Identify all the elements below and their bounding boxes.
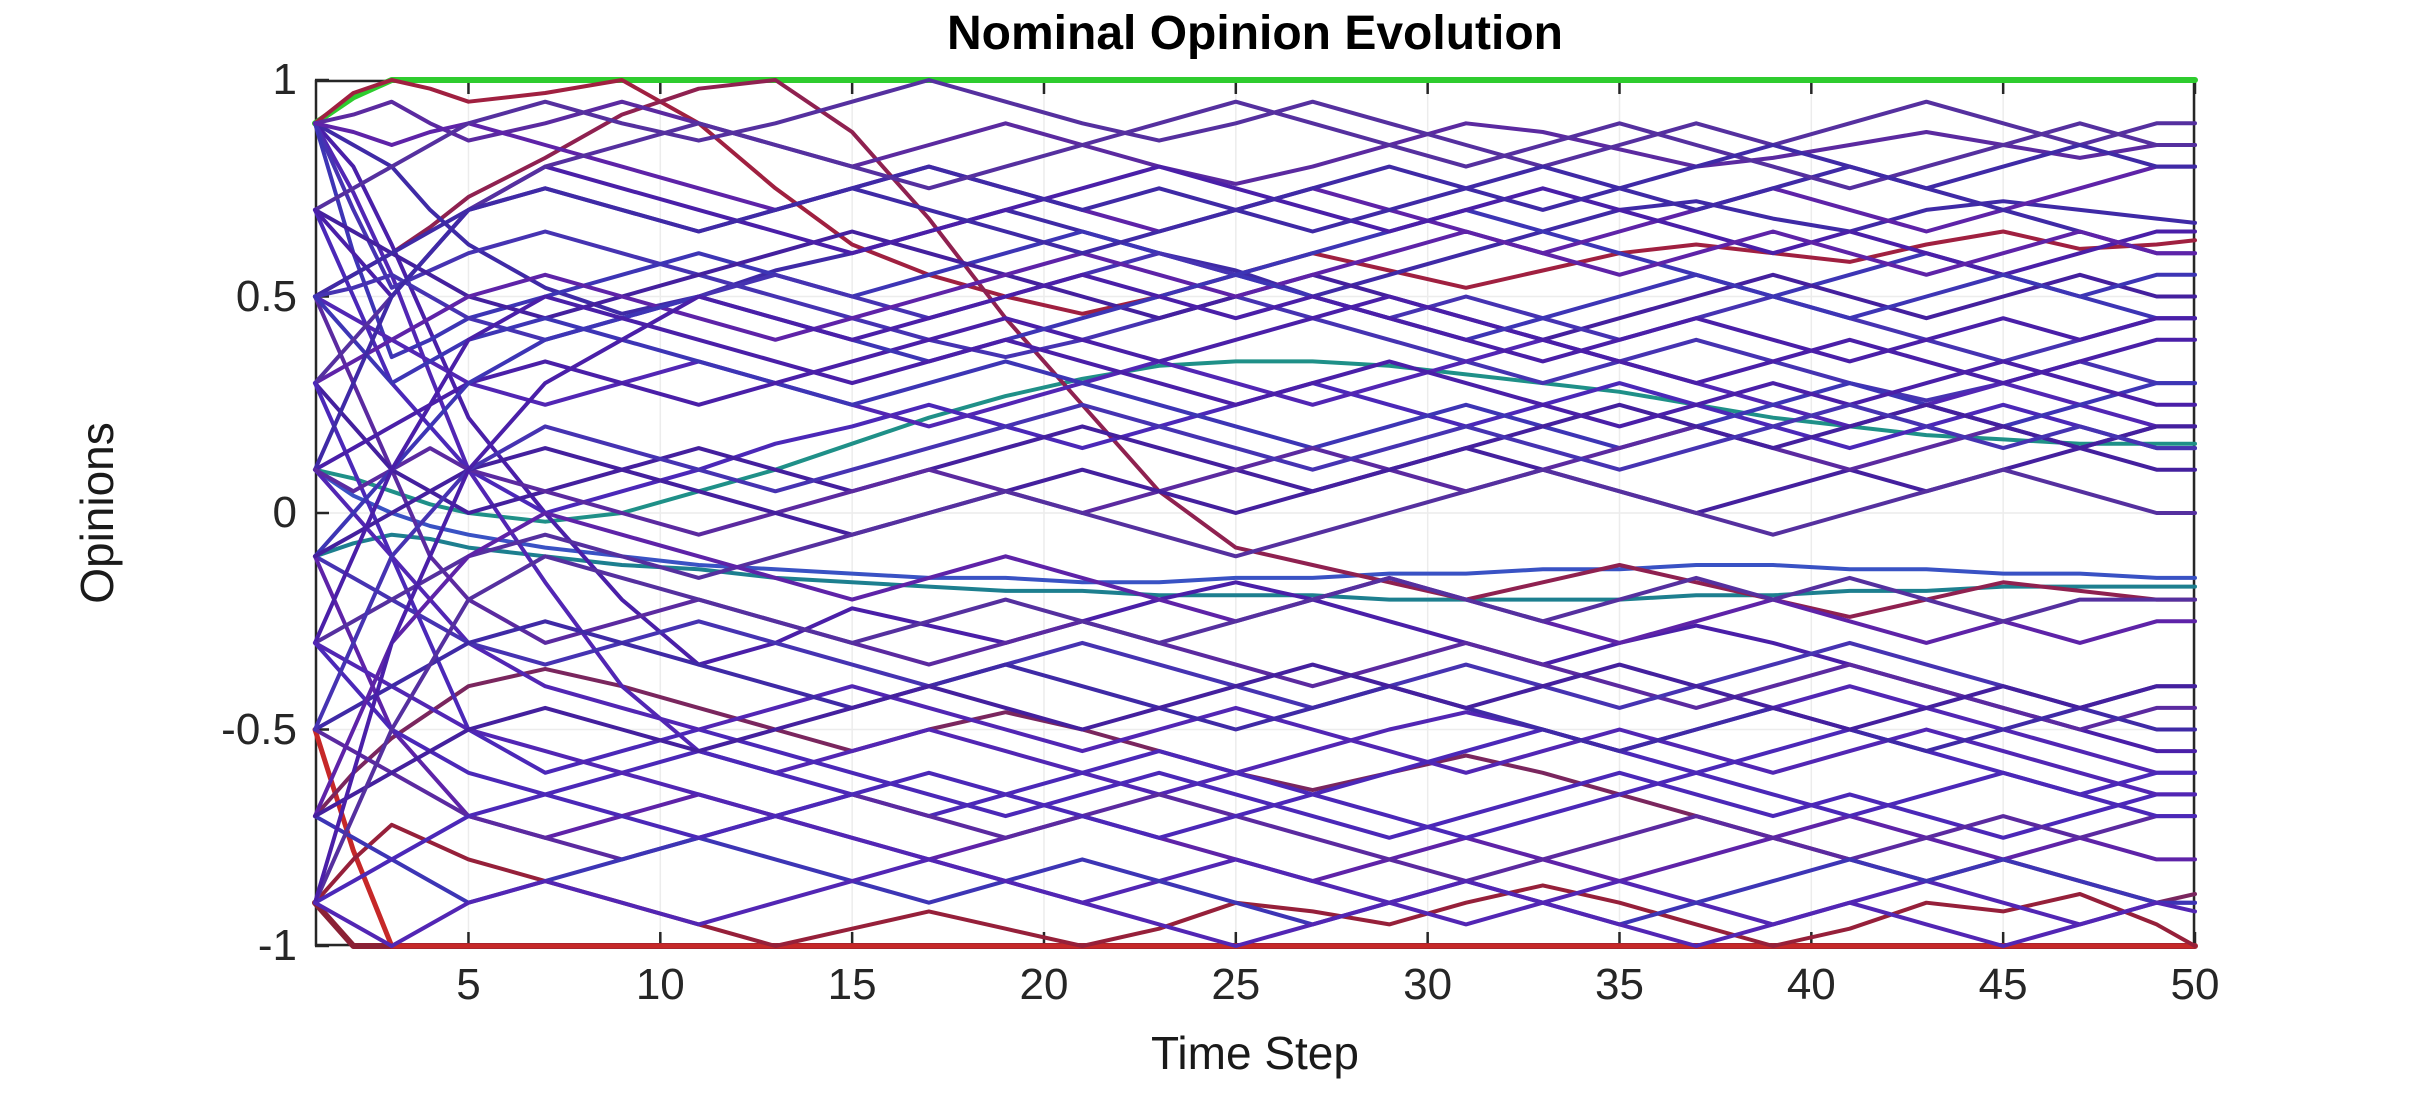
- green-boundary-line: [312, 77, 2198, 127]
- opinion-line-14: [313, 99, 2197, 186]
- y-tick-label: -1: [257, 921, 297, 970]
- opinion-line-12: [313, 121, 2197, 797]
- opinion-line-33: [313, 143, 2197, 472]
- x-axis-label: Time Step: [1151, 1027, 1359, 1079]
- opinion-line-43: [313, 619, 2197, 754]
- opinion-line-48: [313, 662, 2197, 819]
- y-tick-label: 0.5: [235, 271, 297, 321]
- opinion-line-44: [313, 727, 2197, 884]
- x-tick-label: 30: [1403, 960, 1453, 1009]
- chart-title: Nominal Opinion Evolution: [947, 7, 1563, 60]
- x-tick-label: 20: [1019, 960, 1069, 1009]
- plot-area: [312, 77, 2198, 949]
- opinion-line-45: [313, 402, 2197, 732]
- opinion-line-47: [313, 511, 2197, 819]
- crimson-line-b: [313, 78, 2197, 619]
- x-tick-label: 10: [635, 960, 685, 1009]
- opinion-line-52: [313, 857, 2197, 948]
- opinion-line-50: [313, 770, 2197, 905]
- opinion-line-29: [313, 99, 2197, 386]
- opinion-line-26: [313, 294, 2197, 451]
- opinion-line-11: [313, 121, 2197, 754]
- x-tick-label: 45: [1978, 960, 2028, 1009]
- teal-line-b: [313, 532, 2197, 602]
- blue-line: [313, 467, 2197, 585]
- opinion-line-41: [313, 294, 2197, 645]
- x-tick-label: 50: [2170, 960, 2220, 1009]
- x-tick-label: 15: [827, 960, 877, 1009]
- x-tick-label: 40: [1786, 960, 1836, 1009]
- opinion-line-34: [313, 424, 2197, 537]
- y-tick-label: 1: [272, 55, 297, 104]
- opinion-line-24: [313, 294, 2197, 732]
- opinion-line-31: [313, 294, 2197, 472]
- red-drop-line: [312, 727, 2198, 949]
- opinion-line-36: [313, 272, 2197, 559]
- opinion-line-49: [313, 554, 2197, 905]
- opinion-line-28: [313, 381, 2197, 515]
- y-tick-label: -0.5: [221, 704, 297, 754]
- teal-line-a: [313, 359, 2197, 524]
- opinion-line-35: [313, 554, 2197, 710]
- opinion-line-39: [313, 467, 2197, 645]
- opinion-line-37: [313, 554, 2197, 884]
- x-tick-label: 35: [1595, 960, 1644, 1009]
- x-tick-label: 25: [1211, 960, 1261, 1009]
- opinion-line-19: [313, 78, 2197, 212]
- y-tick-label: 0: [272, 488, 297, 537]
- crimson-line-d: [313, 822, 2197, 948]
- opinion-line-42: [313, 640, 2197, 927]
- opinion-line-51: [313, 272, 2197, 905]
- opinion-line-38: [313, 402, 2197, 559]
- opinion-line-17: [313, 121, 2197, 256]
- x-tick-label: 5: [456, 960, 481, 1009]
